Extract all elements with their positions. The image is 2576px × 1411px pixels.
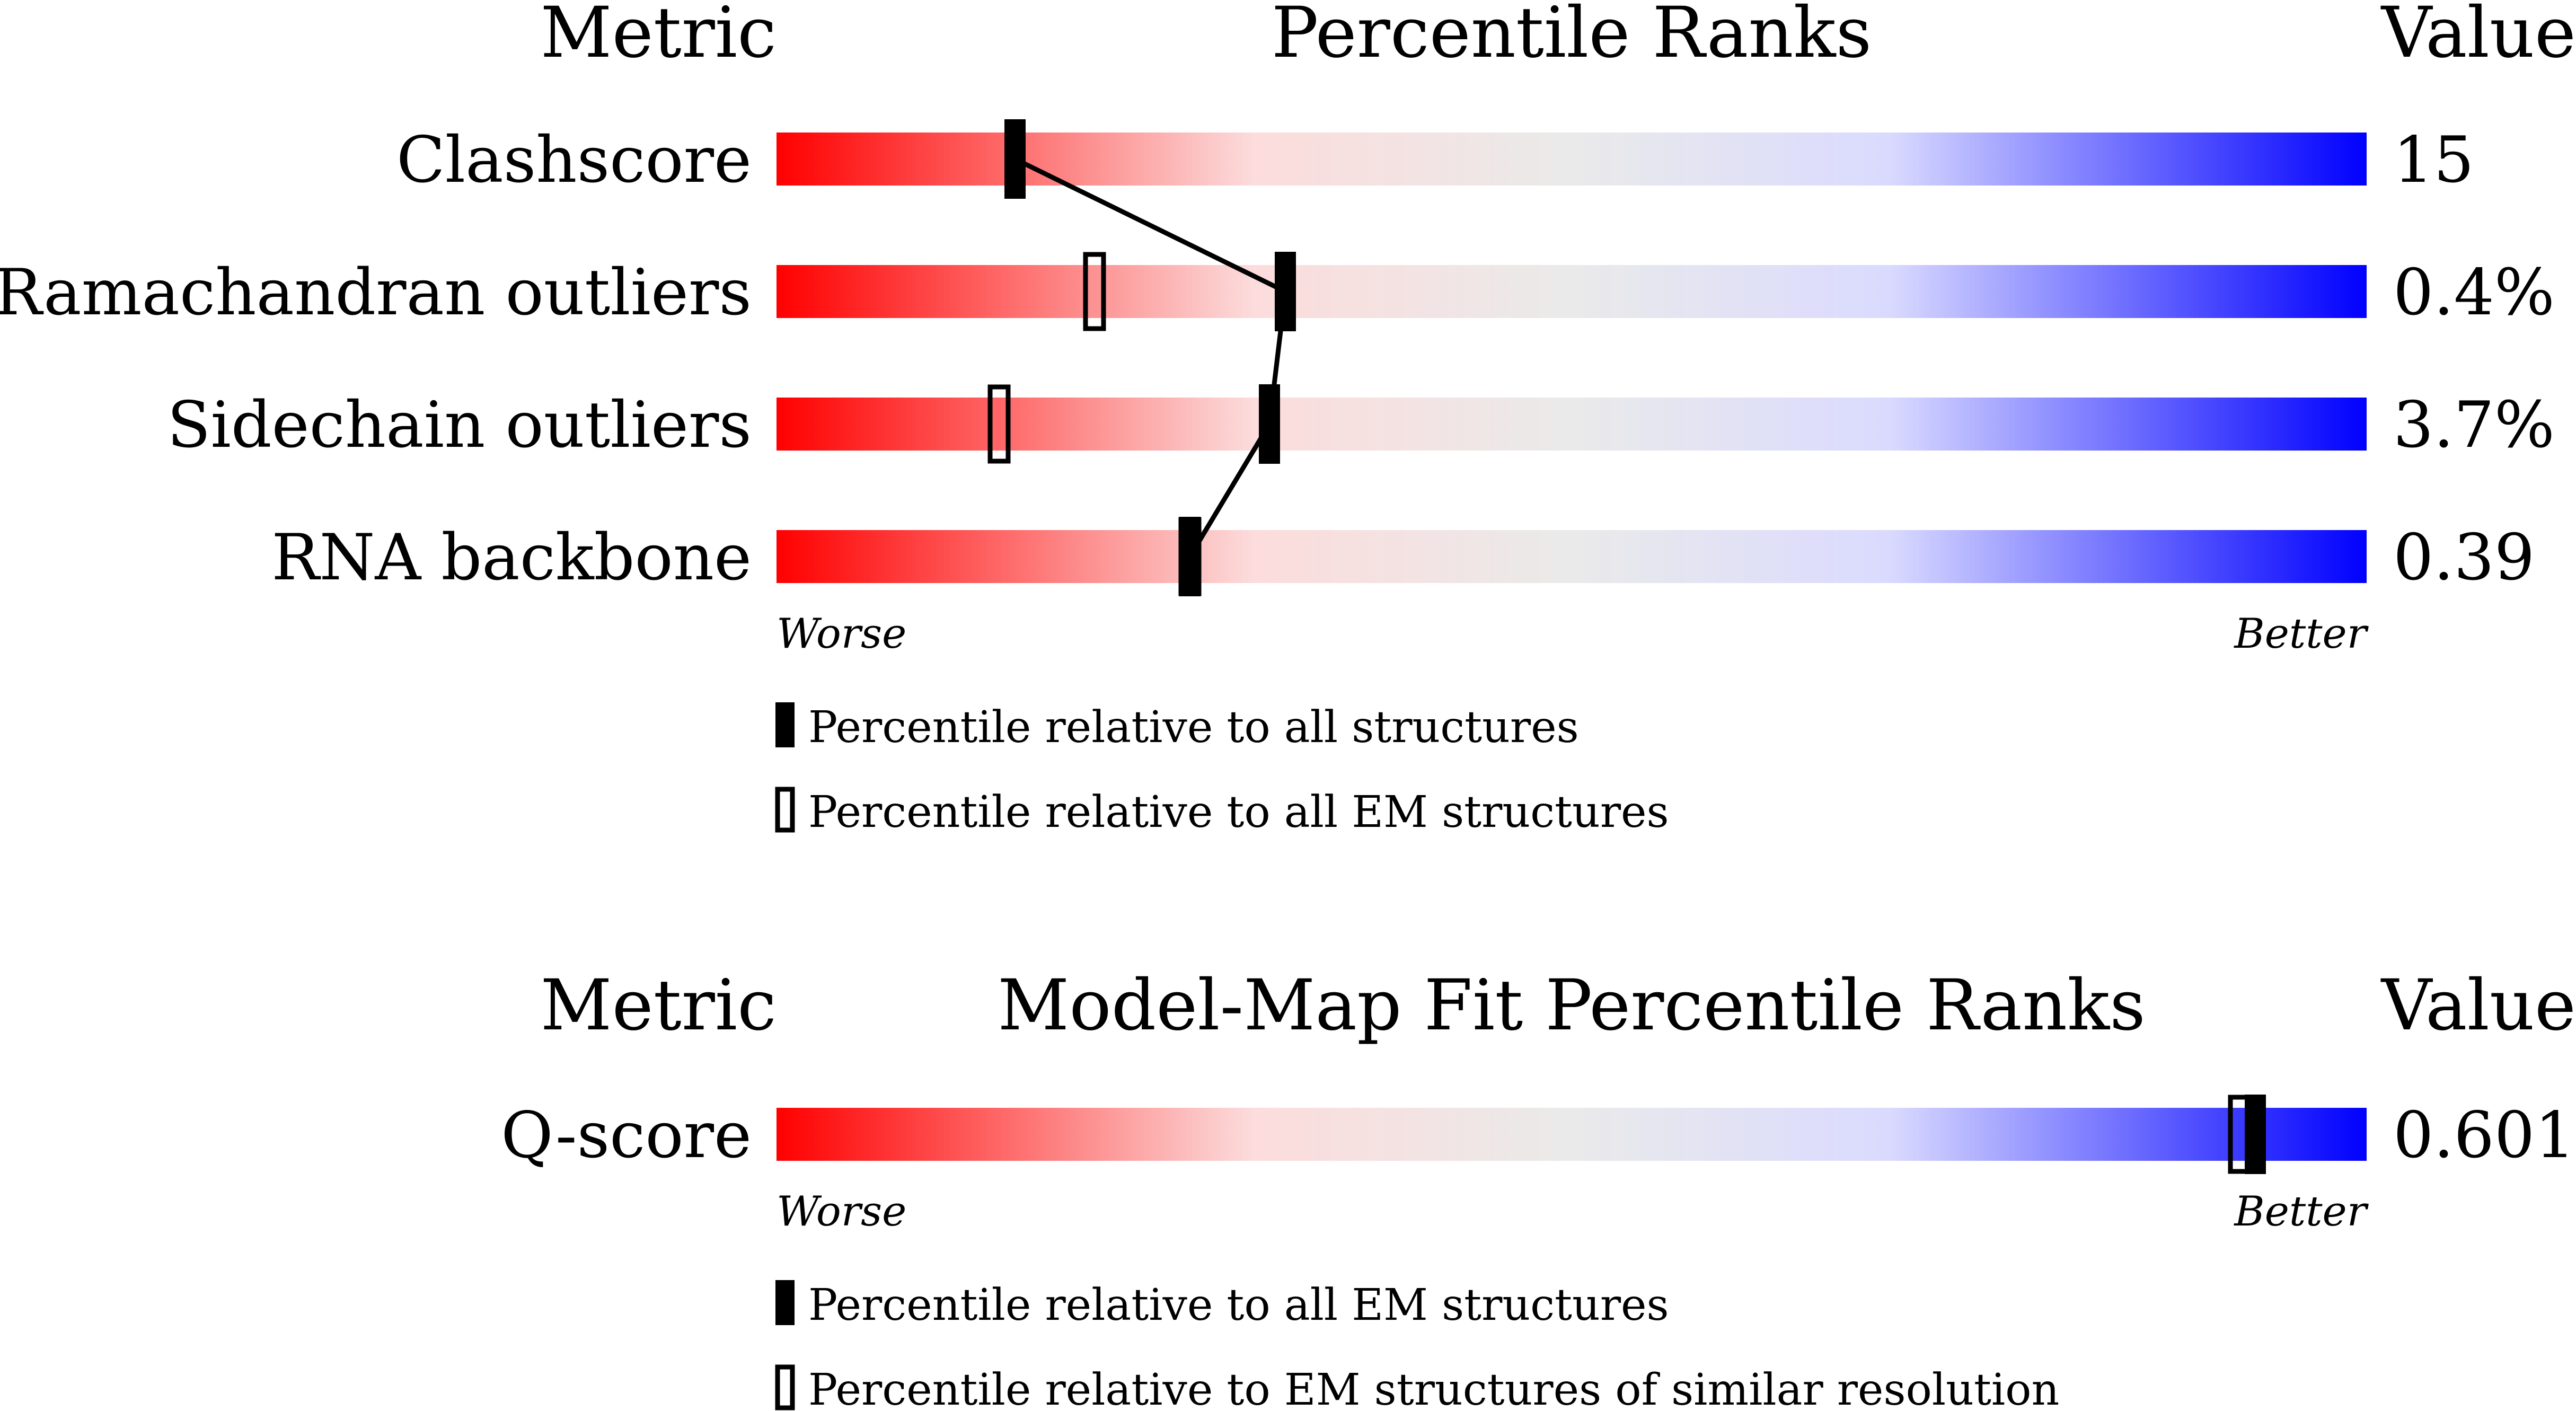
metric-value: 0.39 bbox=[2393, 521, 2535, 595]
legend-marker-filled bbox=[775, 702, 795, 747]
chart-title: Model-Map Fit Percentile Ranks bbox=[998, 965, 2146, 1046]
legend-marker-open bbox=[775, 787, 795, 833]
scale-low-label: Worse bbox=[777, 1188, 906, 1236]
percentile-bar bbox=[777, 133, 2367, 186]
scale-high-label: Better bbox=[2233, 1188, 2369, 1236]
percentile-bar bbox=[777, 398, 2367, 451]
scale-high-label: Better bbox=[2233, 610, 2369, 658]
legend-label: Percentile relative to all EM structures bbox=[808, 787, 1669, 837]
metric-value: 0.4% bbox=[2393, 256, 2555, 330]
marker-connector-line bbox=[1014, 156, 1288, 558]
legend-marker-filled bbox=[775, 1280, 795, 1325]
legend-label: Percentile relative to EM structures of … bbox=[808, 1365, 2059, 1411]
marker-filled bbox=[2245, 1095, 2266, 1174]
legend-marker-open bbox=[775, 1364, 795, 1410]
percentile-bar bbox=[777, 1108, 2367, 1161]
scale-low-label: Worse bbox=[777, 610, 906, 658]
legend-label: Percentile relative to all structures bbox=[808, 702, 1579, 753]
metric-label: Clashscore bbox=[396, 124, 752, 197]
metric-label: Sidechain outliers bbox=[167, 389, 752, 462]
metric-value: 3.7% bbox=[2393, 389, 2555, 462]
metric-header: Metric bbox=[540, 965, 777, 1046]
metric-label: RNA backbone bbox=[271, 521, 752, 595]
metric-value: 0.601 bbox=[2393, 1099, 2575, 1172]
percentile-bar bbox=[777, 530, 2367, 583]
metric-value: 15 bbox=[2393, 124, 2474, 197]
value-header: Value bbox=[2380, 0, 2576, 74]
metric-label: Q-score bbox=[501, 1099, 752, 1172]
marker-open bbox=[987, 384, 1011, 464]
value-header: Value bbox=[2380, 965, 2576, 1046]
legend-label: Percentile relative to all EM structures bbox=[808, 1280, 1669, 1330]
chart-panel-2: Metric Model-Map Fit Percentile Ranks Valu… bbox=[501, 965, 2576, 1411]
metric-header: Metric bbox=[540, 0, 777, 74]
percentile-bar bbox=[777, 265, 2367, 318]
metric-label: Ramachandran outliers bbox=[0, 256, 752, 330]
chart-panel-1: Metric Percentile Ranks Value Clashscore 15 R… bbox=[0, 0, 2576, 837]
marker-open bbox=[1083, 252, 1106, 331]
chart-title: Percentile Ranks bbox=[1272, 0, 1872, 74]
